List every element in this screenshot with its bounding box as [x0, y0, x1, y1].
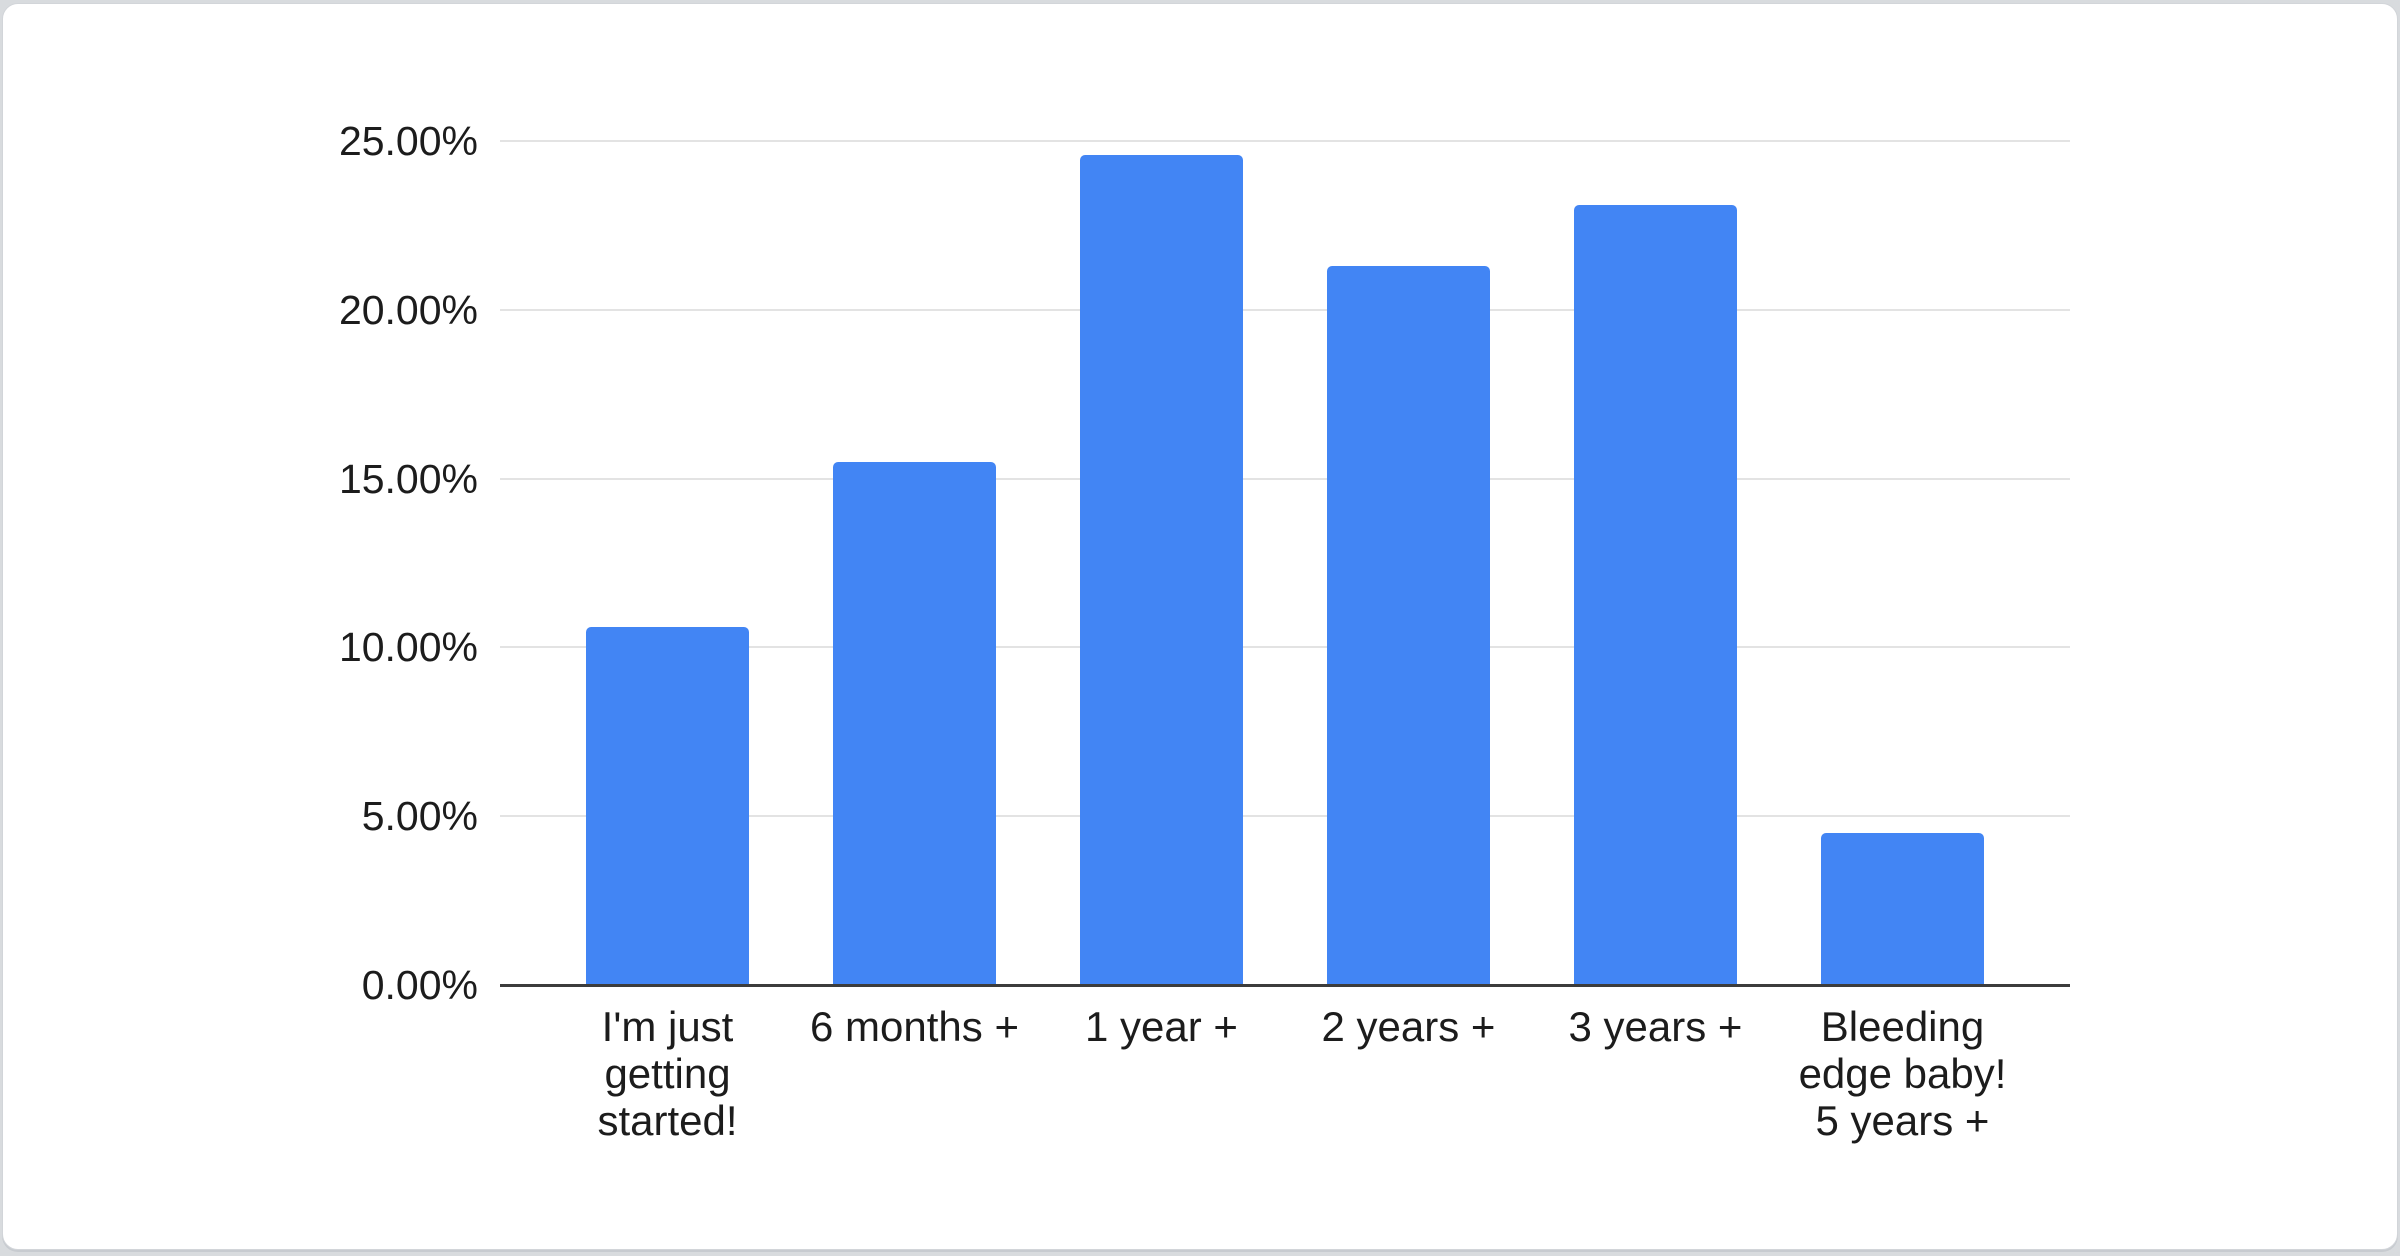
x-axis-category-label: 1 year + — [1085, 1003, 1238, 1050]
y-axis-tick-label: 20.00% — [338, 286, 478, 333]
gridline — [500, 815, 2070, 818]
gridline — [500, 646, 2070, 649]
gridline — [500, 477, 2070, 480]
x-axis-category-label: 6 months + — [810, 1003, 1019, 1050]
y-axis-tick-label: 25.00% — [338, 118, 478, 164]
gridline — [500, 140, 2070, 142]
x-axis-category-label: I'm just getting started! — [597, 1003, 738, 1144]
chart-card: 0.00% 5.00% 10.00% 15.00% 20.00% 25.00% I'm ju… — [2, 3, 2398, 1250]
bar-4 — [1327, 265, 1490, 985]
bar-2 — [833, 461, 996, 985]
bar-5 — [1574, 205, 1737, 985]
y-axis-tick-label: 10.00% — [338, 624, 478, 671]
x-axis-category-label: Bleeding edge baby! 5 years + — [1798, 1003, 2007, 1144]
x-axis-category-label: 2 years + — [1321, 1003, 1496, 1050]
x-axis-line — [500, 984, 2070, 987]
bar-chart: 0.00% 5.00% 10.00% 15.00% 20.00% 25.00% I'm ju… — [3, 4, 2397, 1249]
gridline — [500, 308, 2070, 311]
y-axis-tick-label: 5.00% — [361, 793, 478, 840]
bar-3 — [1080, 154, 1243, 985]
bar-6 — [1821, 833, 1984, 985]
x-axis-category-label: 3 years + — [1568, 1003, 1743, 1050]
y-axis-tick-label: 15.00% — [338, 455, 478, 502]
bar-1 — [586, 627, 749, 985]
y-axis-tick-label: 0.00% — [361, 962, 478, 1008]
